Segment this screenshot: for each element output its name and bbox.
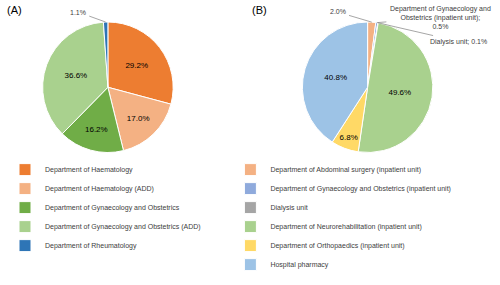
svg-text:(A): (A) <box>7 4 22 16</box>
svg-text:Department of Gynaecology andO: Department of Gynaecology andObstetrics … <box>390 5 491 30</box>
svg-text:Dialysis unit: Dialysis unit <box>270 204 307 212</box>
svg-text:29.2%: 29.2% <box>125 61 148 70</box>
svg-text:2.0%: 2.0% <box>330 8 346 15</box>
svg-text:Department of Gynaecology and: Department of Gynaecology and Obstetrics… <box>270 185 451 193</box>
svg-text:17.0%: 17.0% <box>127 114 150 123</box>
svg-text:Department of Haematology (ADD: Department of Haematology (ADD) <box>45 185 154 193</box>
svg-text:Department of Abdominal surger: Department of Abdominal surgery (inpatie… <box>270 166 421 174</box>
svg-text:40.8%: 40.8% <box>324 73 347 82</box>
svg-text:Dialysis unit; 0.1%: Dialysis unit; 0.1% <box>430 38 487 46</box>
svg-text:Department of Gynaecology and: Department of Gynaecology and Obstetrics… <box>45 223 201 231</box>
svg-text:Department of Neurorehabilitat: Department of Neurorehabilitation (inpat… <box>270 223 421 231</box>
svg-text:Department of Gynaecology and: Department of Gynaecology and Obstetrics <box>45 204 180 212</box>
svg-text:16.2%: 16.2% <box>85 125 108 134</box>
svg-text:Department of Rheumatology: Department of Rheumatology <box>45 242 137 250</box>
svg-text:1.1%: 1.1% <box>70 9 86 16</box>
svg-text:Hospital pharmacy: Hospital pharmacy <box>270 261 328 269</box>
svg-text:Department of Orthopaedics (in: Department of Orthopaedics (inpatient un… <box>270 242 404 250</box>
svg-text:(B): (B) <box>252 4 267 16</box>
svg-text:6.8%: 6.8% <box>340 133 358 142</box>
svg-text:Department of Haematology: Department of Haematology <box>45 166 133 174</box>
svg-text:36.6%: 36.6% <box>65 71 88 80</box>
svg-text:49.6%: 49.6% <box>388 88 411 97</box>
